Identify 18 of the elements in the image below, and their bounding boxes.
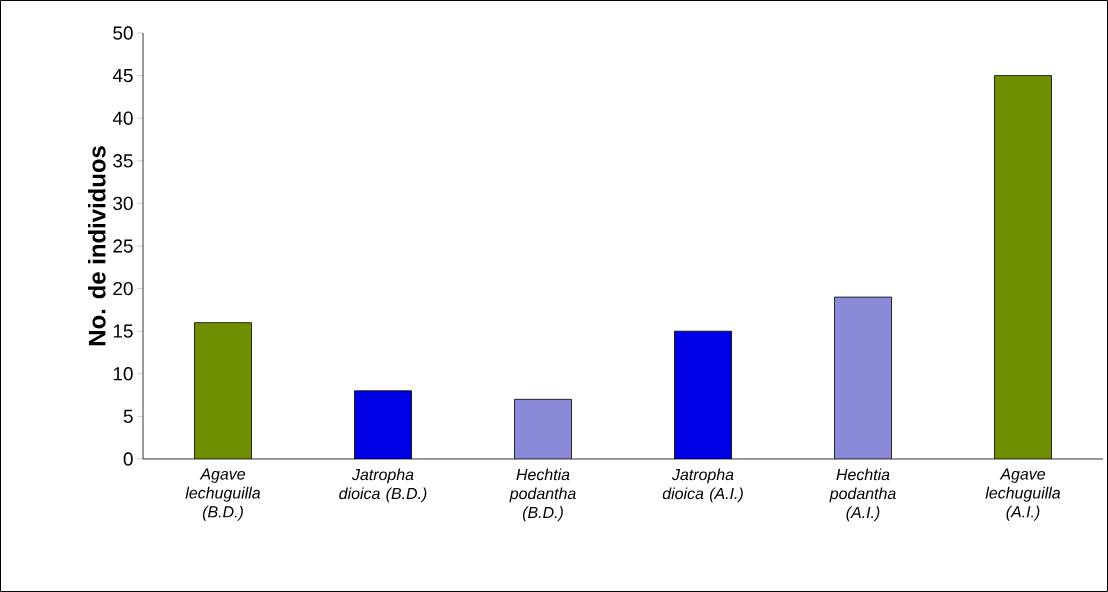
y-tick-label: 45	[112, 68, 133, 83]
x-tick-label: Jatropha dioica (B.D.)	[339, 468, 427, 503]
x-tick-label: Agave lechuguilla (A.I.)	[985, 468, 1061, 521]
y-tick-label: 25	[113, 239, 133, 253]
y-tick-label: 50	[113, 26, 133, 40]
y-tick-label: 10	[113, 367, 133, 381]
y-tick-label: 15	[113, 324, 133, 338]
y-tick-label: 20	[113, 281, 133, 296]
y-tick-label: 35	[113, 154, 133, 168]
x-tick-label: Hechtia podantha (B.D.)	[509, 468, 576, 522]
y-tick-label: 5	[123, 409, 133, 423]
x-tick-label: Agave lechuguilla (B.D.)	[185, 468, 261, 521]
x-tick-label: Jatropha dioica (A.I.)	[662, 468, 743, 503]
y-tick-label: 40	[112, 111, 133, 125]
x-tick-label: Hechtia podantha (A.I.)	[829, 468, 896, 522]
y-axis-title: No. de individuos	[88, 146, 106, 346]
y-tick-label: 0	[123, 452, 133, 466]
y-tick-label: 30	[113, 196, 133, 211]
